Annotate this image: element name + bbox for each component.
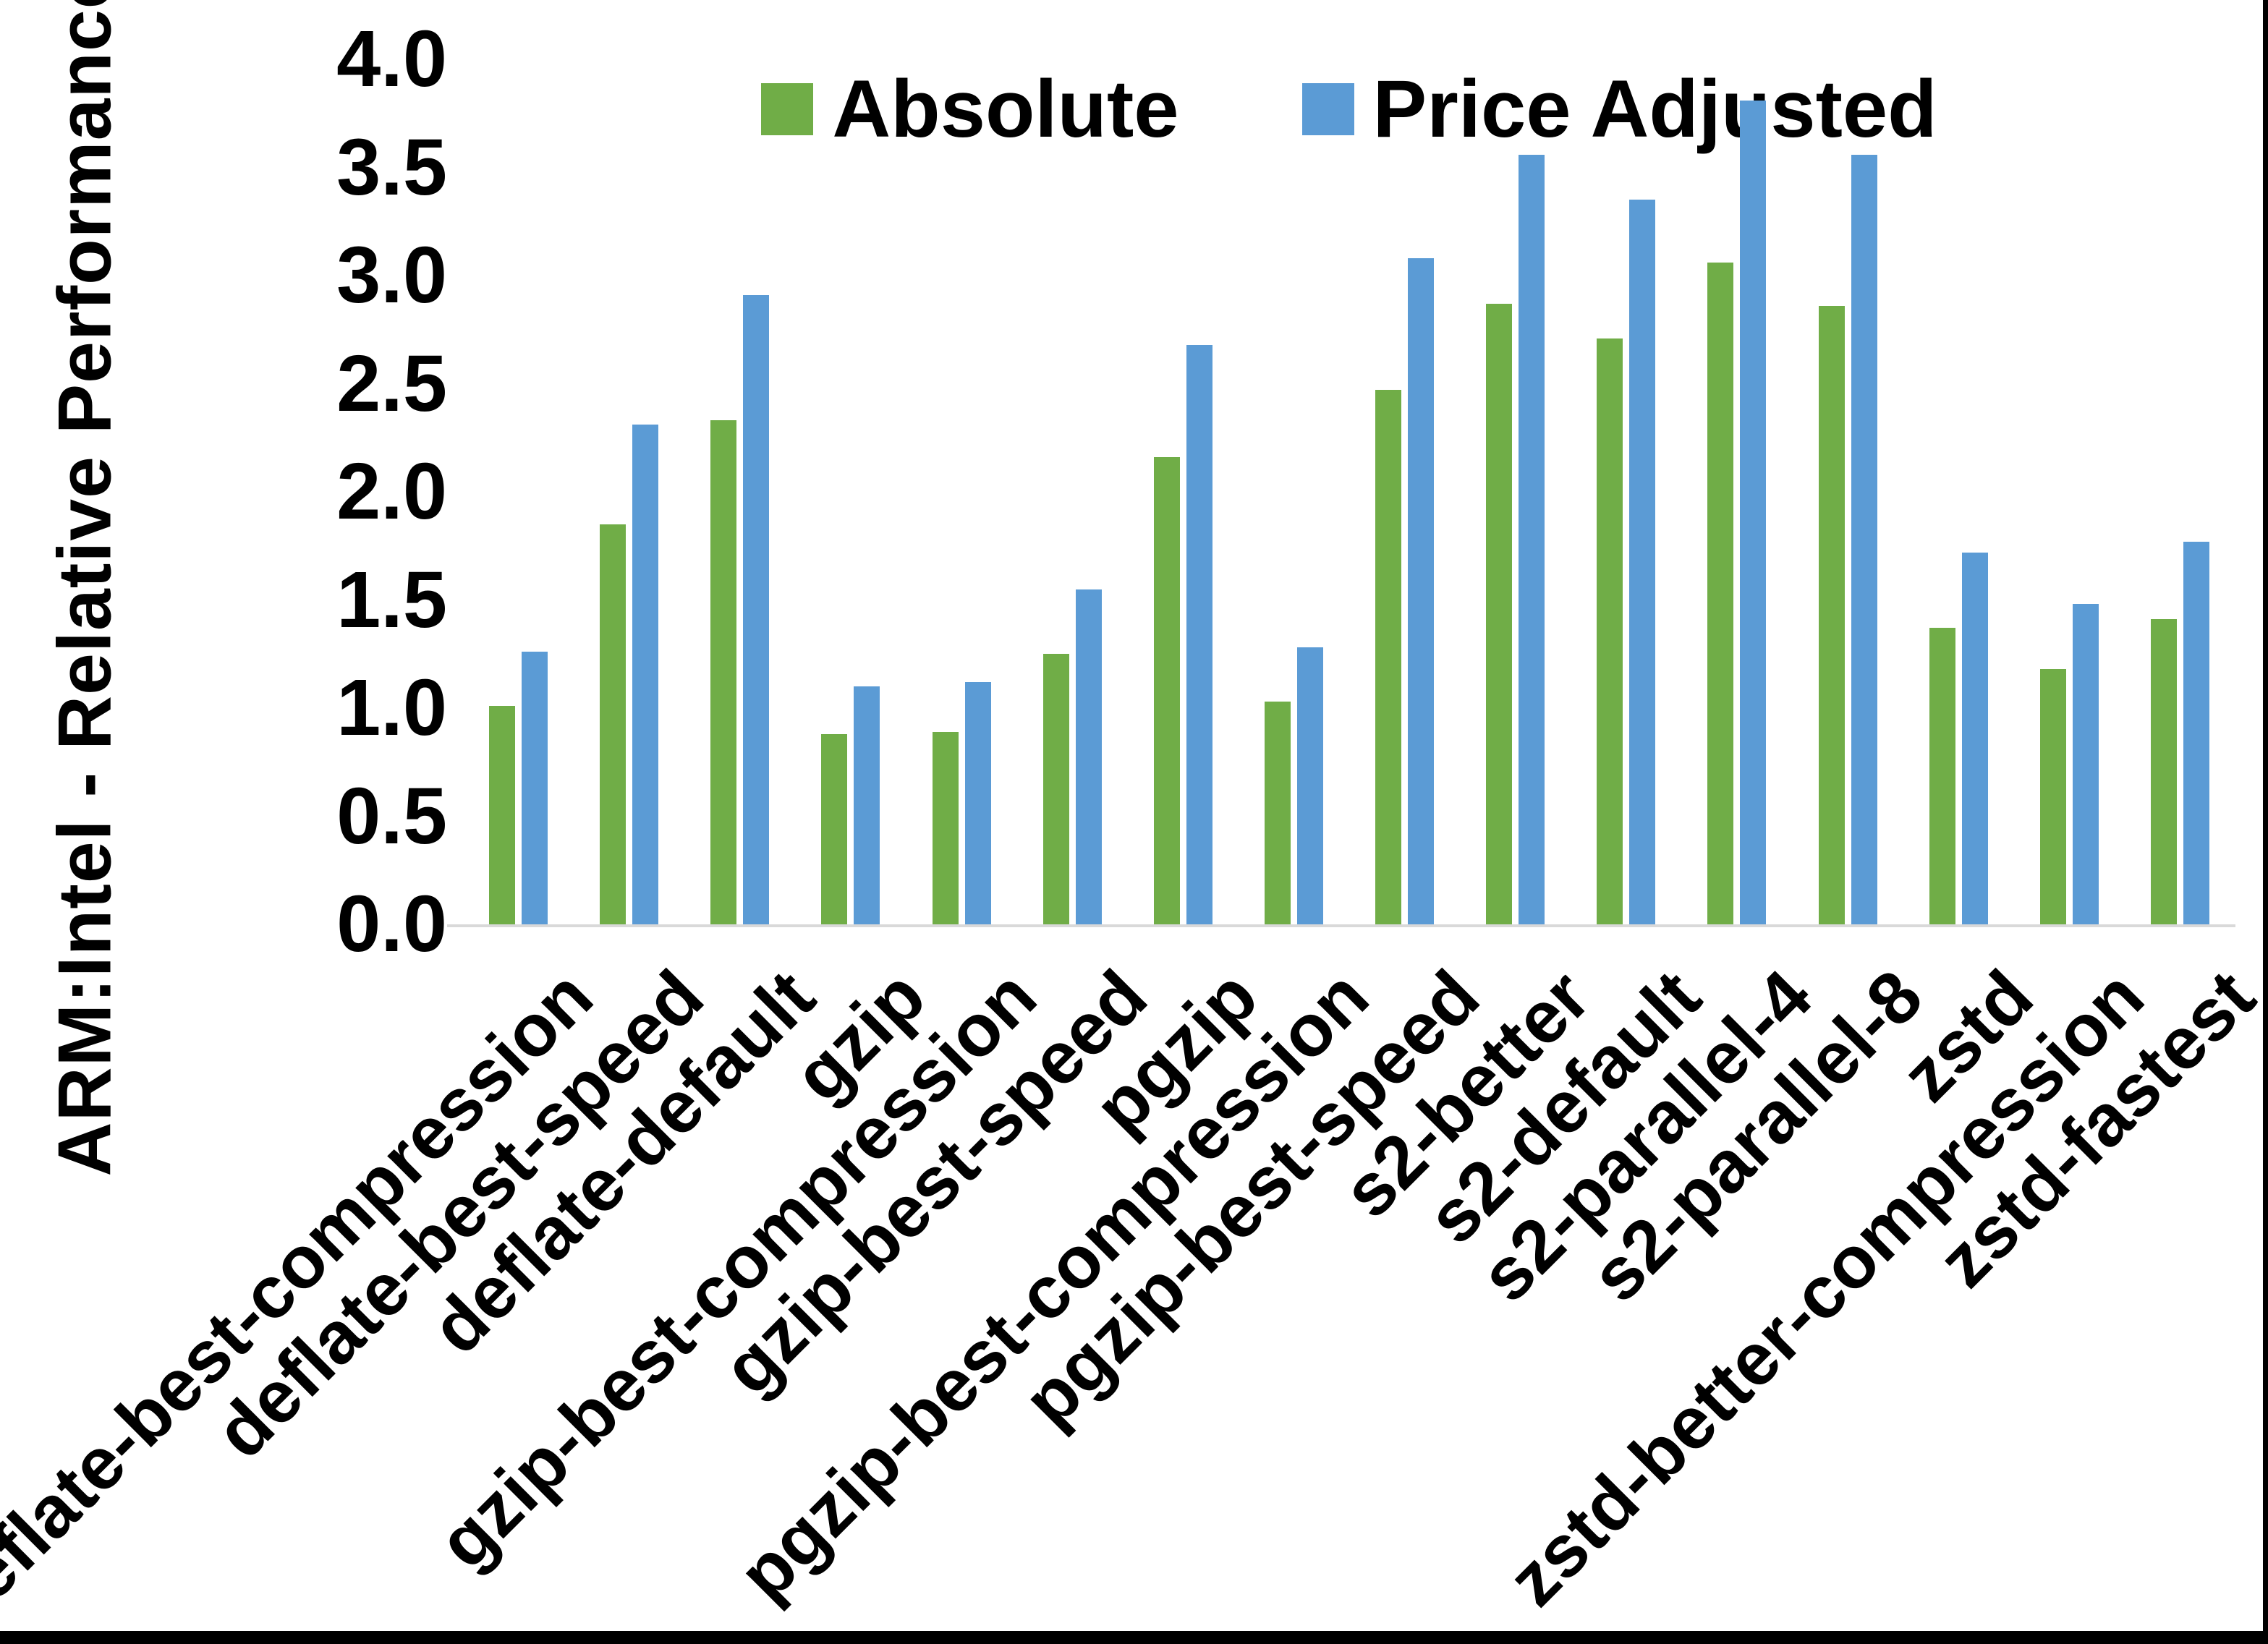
bar-absolute: [932, 731, 959, 924]
bar-price-adjusted: [743, 294, 770, 924]
bar-absolute: [1042, 654, 1069, 924]
x-axis-line: [447, 924, 2235, 927]
y-tick-label: 1.5: [336, 555, 447, 644]
legend-label-absolute: Absolute: [832, 64, 1179, 154]
bar-absolute: [1375, 390, 1402, 924]
bar-price-adjusted: [1851, 154, 1877, 924]
bar-group: zstd: [1886, 59, 2049, 1117]
right-border: [2263, 0, 2268, 1644]
y-tick-label: 2.5: [336, 338, 447, 428]
legend-swatch: [1301, 82, 1354, 135]
bar-group: zstd-fastest: [1921, 59, 2268, 1303]
legend-swatch: [761, 82, 814, 135]
bar-price-adjusted: [1408, 258, 1435, 924]
bar-price-adjusted: [1075, 589, 1102, 924]
bar-group: gzip-best-compression: [422, 59, 1051, 1584]
y-axis-title: ARM:Intel - Relative Performance: [43, 0, 127, 1177]
bar-group: s2-parallel-8: [1575, 59, 1937, 1317]
bar-price-adjusted: [1296, 647, 1323, 924]
bar-price-adjusted: [632, 425, 659, 924]
bar-price-adjusted: [964, 682, 991, 924]
bar-group: gzip-best-speed: [707, 59, 1163, 1410]
bar-absolute: [1597, 338, 1623, 924]
bar-group: deflate-default: [415, 59, 830, 1369]
bar-absolute: [1818, 305, 1845, 924]
bottom-border: [0, 1631, 2268, 1644]
bar-absolute: [2039, 669, 2066, 924]
bar-group: s2-better: [1327, 59, 1605, 1233]
bar-group: gzip: [778, 59, 940, 1117]
bar-absolute: [2150, 619, 2177, 924]
bar-absolute: [821, 733, 848, 924]
bar-price-adjusted: [1740, 100, 1767, 924]
bar-group: s2-default: [1411, 59, 1716, 1259]
bar-absolute: [1486, 303, 1513, 924]
legend-item-absolute: Absolute: [761, 62, 1179, 156]
bar-price-adjusted: [1186, 344, 1212, 924]
legend-item-price-adjusted: Price Adjusted: [1301, 62, 1937, 156]
y-axis-ticks: 0.0 0.5 1.0 1.5 2.0 2.5 3.0 3.5 4.0: [217, 20, 447, 964]
bar-absolute: [1153, 457, 1180, 924]
bar-absolute: [1707, 263, 1734, 924]
bar-price-adjusted: [1629, 200, 1656, 924]
y-tick-label: 3.0: [336, 231, 447, 320]
y-tick-label: 0.0: [336, 880, 447, 968]
bar-absolute: [1929, 628, 1955, 924]
y-tick-label: 3.5: [336, 122, 447, 212]
plot-area: deflate-best-compression deflate-best-spe…: [0, 59, 2268, 1644]
bar-group: deflate-best-compression: [0, 59, 608, 1644]
bar-group: zstd-better-compression: [1492, 59, 2159, 1622]
bar-group: s2-parallel-4: [1464, 59, 1827, 1317]
y-tick-label: 0.5: [336, 771, 447, 861]
bar-price-adjusted: [2183, 541, 2209, 924]
bar-price-adjusted: [1519, 154, 1545, 924]
legend: Absolute Price Adjusted: [463, 62, 2235, 156]
y-tick-label: 4.0: [336, 14, 447, 103]
bar-price-adjusted: [2072, 604, 2099, 924]
bar-absolute: [1264, 702, 1291, 924]
bar-price-adjusted: [854, 686, 880, 924]
bar-group: pgzip-best-compression: [723, 59, 1384, 1616]
bar-absolute: [600, 524, 627, 924]
bar-price-adjusted: [1961, 552, 1988, 924]
y-tick-label: 2.0: [336, 447, 447, 536]
bar-group: pgzip-best-speed: [1007, 59, 1495, 1441]
legend-label-price-adjusted: Price Adjusted: [1372, 64, 1937, 154]
y-tick-label: 1.0: [336, 663, 447, 752]
bar-group: deflate-best-speed: [200, 59, 719, 1474]
plot-bars: deflate-best-compression deflate-best-spe…: [0, 59, 2268, 1644]
bar-absolute: [710, 420, 737, 924]
bar-group: pgzip: [1079, 59, 1273, 1149]
bar-absolute: [489, 706, 516, 924]
bar-price-adjusted: [522, 652, 548, 924]
